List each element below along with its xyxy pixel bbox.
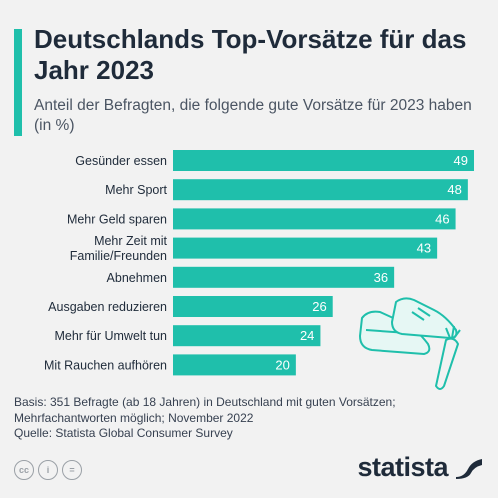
category-label-line: Mehr für Umwelt tun — [54, 329, 167, 343]
bar-value-label: 49 — [454, 153, 468, 168]
no-derivatives-icon[interactable]: = — [62, 460, 82, 480]
category-label: Mehr für Umwelt tun — [54, 329, 167, 343]
category-label-line: Mit Rauchen aufhören — [44, 358, 167, 372]
category-label-line: Gesünder essen — [75, 154, 167, 168]
statista-logo-text: statista — [357, 452, 448, 482]
category-label: Mehr Zeit mit Familie/Freunden — [70, 234, 168, 263]
title-accent-bar — [14, 29, 22, 136]
footnote-basis-line1: Basis: 351 Befragte (ab 18 Jahren) in De… — [14, 395, 396, 409]
category-label: Mit Rauchen aufhören — [44, 358, 167, 372]
category-label: Ausgaben reduzieren — [48, 300, 167, 314]
bar — [173, 296, 333, 317]
category-label: Gesünder essen — [75, 154, 167, 168]
footnote-basis-line2: Mehrfachantworten möglich; November 2022 — [14, 410, 254, 425]
bar — [173, 266, 395, 288]
chart-subtitle: Anteil der Befragten, die folgende gute … — [34, 97, 472, 134]
statista-logo[interactable]: statista — [357, 452, 484, 483]
bars-group: 49 Gesünder essen 48 Mehr Sport 46 Mehr Geld … — [44, 150, 474, 376]
footnote: Basis: 351 Befragte (ab 18 Jahren) in De… — [14, 395, 484, 442]
bar-value-label: 24 — [300, 328, 314, 343]
bar-value-label: 46 — [435, 211, 449, 226]
bar-value-label: 20 — [275, 357, 289, 372]
statista-logo-icon — [456, 458, 482, 479]
bar-value-label: 43 — [417, 241, 431, 256]
creative-commons-icon[interactable]: cc — [14, 460, 34, 480]
bar — [173, 150, 474, 171]
category-label-line: Familie/Freunden — [70, 249, 167, 263]
bar-value-label: 36 — [374, 270, 388, 285]
bar — [173, 179, 468, 201]
category-label: Abnehmen — [107, 271, 168, 285]
category-label-line: Abnehmen — [107, 271, 168, 285]
bar — [173, 354, 296, 376]
category-label-line: Ausgaben reduzieren — [48, 300, 167, 314]
category-label: Mehr Sport — [105, 183, 167, 197]
bar — [173, 325, 321, 347]
attribution-icon[interactable]: i — [38, 460, 58, 480]
bar-value-label: 48 — [447, 182, 461, 197]
bar — [173, 237, 438, 259]
license-icons: cc i = — [14, 460, 82, 480]
bar — [173, 208, 456, 230]
category-label: Mehr Geld sparen — [67, 212, 167, 226]
category-label-line: Mehr Zeit mit — [94, 234, 167, 248]
carrot-icon — [435, 325, 461, 390]
category-label-line: Mehr Sport — [105, 183, 167, 197]
chart-title: Deutschlands Top-Vorsätze für das Jahr 2… — [34, 24, 467, 85]
footnote-source: Quelle: Statista Global Consumer Survey — [14, 426, 233, 440]
sneakers-illustration-icon — [359, 297, 458, 355]
category-label-line: Mehr Geld sparen — [67, 212, 167, 226]
bar-value-label: 26 — [312, 299, 326, 314]
